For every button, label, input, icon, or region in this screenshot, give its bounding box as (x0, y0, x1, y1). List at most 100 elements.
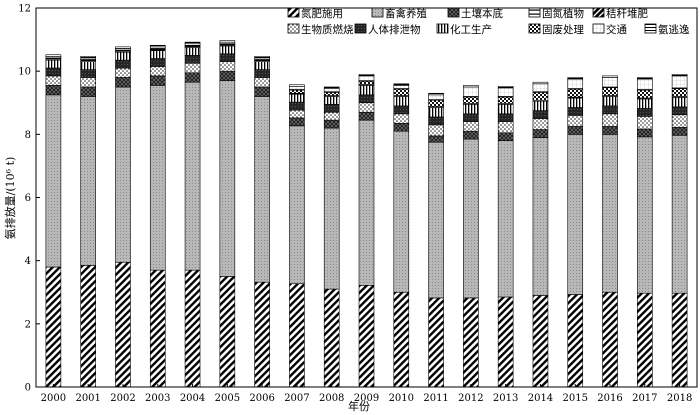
x-tick-label: 2010 (389, 393, 414, 404)
bar-segment-2015-4 (567, 107, 584, 116)
bar-segment-2008-1 (323, 127, 340, 290)
bar-segment-2013-5 (497, 104, 514, 115)
bar-segment-2000-10 (45, 54, 62, 57)
legend-label: 人体排泄物 (368, 23, 421, 36)
bar-segment-2017-0 (637, 292, 653, 388)
legend-label: 畜禽养殖 (385, 7, 427, 20)
bar-segment-2013-7 (497, 96, 514, 104)
bar-segment-2017-2 (637, 128, 653, 138)
bar-segment-2004-5 (184, 47, 201, 56)
bar-segment-2010-4 (393, 105, 410, 115)
bar-segment-2015-2 (567, 126, 584, 135)
legend-swatch-13 (528, 23, 541, 34)
axes: 0 2 4 6 8 10 12 2000 2001 2002 2003 2004 2005 2006 200… (18, 4, 698, 404)
bar-segment-2001-4 (80, 69, 96, 78)
bar-segment-2005-0 (219, 276, 236, 388)
bar-segment-2002-1 (115, 86, 131, 263)
bar-segment-2015-9 (567, 78, 584, 89)
bar-segment-2004-4 (184, 55, 201, 64)
bar-segment-2007-9 (289, 86, 305, 90)
y-tick-label: 2 (25, 319, 31, 330)
bar-segment-2010-2 (393, 122, 410, 132)
bar-segment-2009-7 (358, 80, 375, 85)
bar-segment-2005-1 (219, 80, 236, 277)
x-tick-label: 2014 (528, 393, 553, 404)
bar-segment-2016-5 (602, 96, 618, 107)
bar-segment-2000-4 (45, 67, 62, 77)
bar-segment-2013-1 (497, 140, 514, 298)
bar-segment-2000-5 (45, 59, 62, 69)
bar-segment-2014-10 (532, 81, 549, 85)
bar-segment-2012-3 (463, 121, 479, 132)
bar-segment-2009-9 (358, 75, 375, 81)
x-tick-label: 2006 (249, 393, 274, 404)
bar-segment-2007-3 (289, 109, 305, 119)
x-tick-label: 2007 (284, 393, 309, 404)
y-tick-label: 10 (18, 67, 31, 78)
bar-segment-2005-5 (219, 45, 236, 55)
bar-segment-2013-10 (497, 86, 514, 89)
bar-segment-2000-1 (45, 94, 62, 268)
bar-segment-2008-10 (323, 86, 340, 89)
bar-segment-2014-7 (532, 92, 549, 101)
bar-segment-2014-0 (532, 295, 549, 388)
bar-segment-2016-2 (602, 126, 618, 135)
bar-segment-2008-0 (323, 288, 340, 388)
bar-segment-2012-1 (463, 138, 479, 299)
bar-segment-2005-4 (219, 53, 236, 62)
x-tick-label: 2002 (110, 393, 135, 404)
bar-segment-2002-5 (115, 51, 131, 61)
bar-segment-2008-4 (323, 104, 340, 113)
legend-label: 秸秆堆肥 (606, 7, 648, 20)
bar-segment-2009-3 (358, 102, 375, 113)
bar-segment-2017-3 (637, 116, 653, 130)
bar-segment-2010-3 (393, 113, 410, 124)
bar-segment-2003-0 (149, 269, 166, 388)
bar-segment-2016-1 (602, 134, 618, 293)
bar-segment-2010-1 (393, 130, 410, 293)
bar-segment-2010-5 (393, 96, 410, 107)
bar-segment-2003-5 (149, 50, 166, 59)
bar-segment-2015-5 (567, 97, 584, 108)
bar-segment-2011-2 (428, 135, 444, 143)
bar-segment-2009-4 (358, 94, 375, 104)
bar-segment-2016-3 (602, 113, 618, 127)
bar-segment-2002-0 (115, 261, 131, 388)
bar-segment-2007-5 (289, 93, 305, 103)
bar-segment-2010-0 (393, 291, 410, 388)
legend-swatch-11 (354, 23, 367, 34)
bar-segment-2002-3 (115, 67, 131, 78)
bar-segment-2014-9 (532, 83, 549, 93)
bar-segment-2011-5 (428, 107, 444, 118)
bar-segment-2009-5 (358, 85, 375, 96)
bar-segment-2003-2 (149, 75, 166, 86)
bar-segment-2006-3 (254, 77, 270, 88)
legend-swatch-10 (287, 23, 300, 34)
bar-segment-2013-9 (497, 87, 514, 97)
bar-segment-2008-3 (323, 111, 340, 121)
bar-segment-2015-3 (567, 115, 584, 127)
bar-segment-2007-0 (289, 283, 305, 388)
bar-segment-2017-4 (637, 108, 653, 117)
bar-segment-2011-1 (428, 141, 444, 299)
bar-segment-2000-0 (45, 266, 62, 388)
bar-segment-2018-10 (671, 74, 688, 77)
bar-segment-2007-2 (289, 117, 305, 127)
bar-segment-2016-10 (602, 75, 618, 78)
x-axis-title: 年份 (348, 399, 370, 413)
bar-segment-2002-10 (115, 46, 131, 49)
bar-segment-2006-5 (254, 61, 270, 70)
legend-swatch-1 (371, 7, 384, 18)
legend-label: 交通 (606, 23, 627, 36)
bar-segment-2013-0 (497, 296, 514, 388)
bar-segment-2004-3 (184, 62, 201, 74)
bar-segment-2009-1 (358, 119, 375, 286)
bar-segment-2018-1 (671, 134, 688, 294)
bar-segment-2012-5 (463, 104, 479, 115)
bar-segment-2003-1 (149, 85, 166, 271)
bar-segment-2010-7 (393, 88, 410, 96)
x-tick-label: 2009 (354, 393, 379, 404)
bar-segment-2018-7 (671, 88, 688, 97)
bar-segment-2015-0 (567, 294, 584, 388)
